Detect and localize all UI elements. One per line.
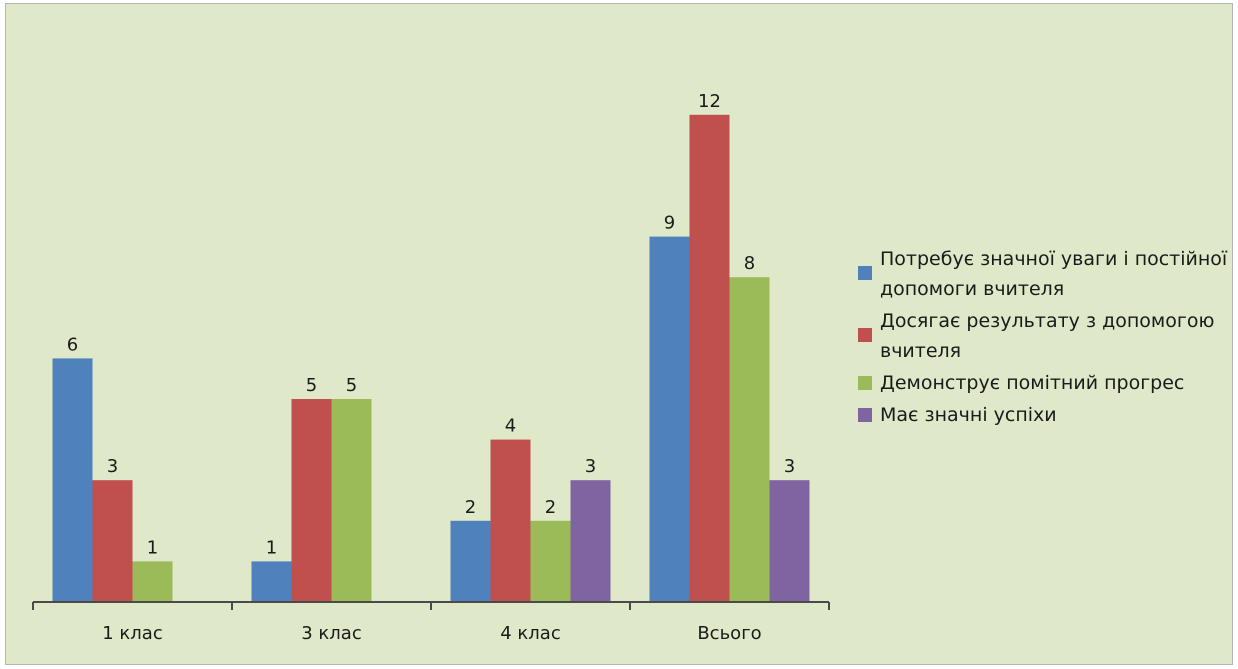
data-label-series-3-4: 8 bbox=[744, 253, 755, 274]
x-tick-label-4: Всього bbox=[697, 623, 761, 644]
bar-series-1-4 bbox=[649, 236, 690, 602]
legend-swatch-series-2 bbox=[858, 328, 872, 342]
legend-label-series-4: Має значні успіхи bbox=[880, 404, 1057, 426]
bar-series-2-2 bbox=[291, 399, 332, 602]
bar-series-1-3 bbox=[450, 520, 491, 602]
legend-label-series-1: Потребує значної уваги і постійної допом… bbox=[880, 248, 1228, 300]
data-label-series-2-4: 12 bbox=[698, 91, 721, 112]
legend-item-series-4: Має значні успіхи bbox=[858, 400, 1228, 430]
data-label-series-1-2: 1 bbox=[266, 537, 277, 558]
data-label-series-3-1: 1 bbox=[147, 537, 158, 558]
legend-item-series-3: Демонструє помітний прогрес bbox=[858, 368, 1228, 398]
x-tick-label-2: 3 клас bbox=[301, 623, 361, 644]
data-labels-layer: 6 3 1 1 5 5 2 4 2 3 9 12 8 3 bbox=[67, 91, 795, 559]
bar-series-2-4 bbox=[689, 114, 730, 603]
x-tick-label-3: 4 клас bbox=[500, 623, 560, 644]
bars-layer bbox=[52, 114, 810, 603]
bar-series-3-4 bbox=[729, 277, 770, 602]
data-label-series-4-3: 3 bbox=[585, 456, 596, 477]
data-label-series-3-3: 2 bbox=[545, 497, 556, 518]
legend-swatch-series-3 bbox=[858, 376, 872, 390]
data-label-series-3-2: 5 bbox=[346, 375, 357, 396]
bar-series-1-2 bbox=[251, 561, 292, 602]
bar-series-4-3 bbox=[570, 480, 611, 602]
bar-series-3-1 bbox=[132, 561, 173, 602]
bar-series-2-3 bbox=[490, 439, 531, 602]
legend-item-series-1: Потребує значної уваги і постійної допом… bbox=[858, 244, 1228, 304]
legend-item-series-2: Досягає результату з допомогою вчителя bbox=[858, 306, 1228, 366]
data-label-series-2-3: 4 bbox=[505, 416, 516, 437]
legend-swatch-series-1 bbox=[858, 266, 872, 280]
data-label-series-1-1: 6 bbox=[67, 334, 78, 355]
x-axis: 1 клас 3 клас 4 клас Всього bbox=[32, 601, 830, 644]
bar-series-2-1 bbox=[92, 480, 133, 602]
x-tick-label-1: 1 клас bbox=[102, 623, 162, 644]
bar-series-3-2 bbox=[331, 399, 372, 602]
data-label-series-4-4: 3 bbox=[784, 456, 795, 477]
legend-label-series-3: Демонструє помітний прогрес bbox=[880, 372, 1185, 394]
legend: Потребує значної уваги і постійної допом… bbox=[858, 244, 1228, 432]
bar-series-4-4 bbox=[769, 480, 810, 602]
bar-series-1-1 bbox=[52, 358, 93, 602]
bar-series-3-3 bbox=[530, 520, 571, 602]
legend-label-series-2: Досягає результату з допомогою вчителя bbox=[880, 310, 1215, 362]
legend-swatch-series-4 bbox=[858, 408, 872, 422]
data-label-series-1-3: 2 bbox=[465, 497, 476, 518]
data-label-series-2-2: 5 bbox=[306, 375, 317, 396]
chart-area bbox=[5, 3, 1233, 665]
data-label-series-2-1: 3 bbox=[107, 456, 118, 477]
data-label-series-1-4: 9 bbox=[664, 213, 675, 234]
